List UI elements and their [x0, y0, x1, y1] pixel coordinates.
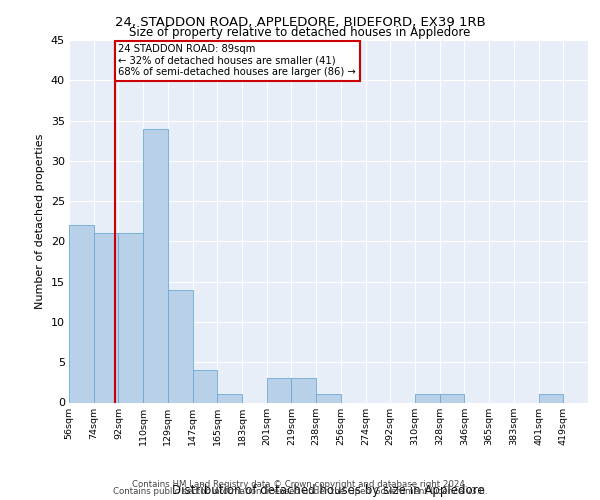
Text: Size of property relative to detached houses in Appledore: Size of property relative to detached ho… [130, 26, 470, 39]
Bar [316, 394, 341, 402]
Text: 24, STADDON ROAD, APPLEDORE, BIDEFORD, EX39 1RB: 24, STADDON ROAD, APPLEDORE, BIDEFORD, E… [115, 16, 485, 29]
Bar [143, 128, 168, 402]
Bar [168, 290, 193, 403]
X-axis label: Distribution of detached houses by size in Appledore: Distribution of detached houses by size … [172, 484, 485, 497]
Y-axis label: Number of detached properties: Number of detached properties [35, 134, 45, 309]
Bar [539, 394, 563, 402]
Bar [94, 234, 118, 402]
Bar [217, 394, 242, 402]
Bar [292, 378, 316, 402]
Text: Contains HM Land Registry data © Crown copyright and database right 2024.: Contains HM Land Registry data © Crown c… [132, 480, 468, 489]
Bar [69, 226, 94, 402]
Bar [267, 378, 292, 402]
Bar [415, 394, 440, 402]
Text: Contains public sector information licensed under the Open Government Licence v3: Contains public sector information licen… [113, 487, 487, 496]
Bar [440, 394, 464, 402]
Bar [118, 234, 143, 402]
Text: 24 STADDON ROAD: 89sqm
← 32% of detached houses are smaller (41)
68% of semi-det: 24 STADDON ROAD: 89sqm ← 32% of detached… [118, 44, 356, 77]
Bar [193, 370, 217, 402]
